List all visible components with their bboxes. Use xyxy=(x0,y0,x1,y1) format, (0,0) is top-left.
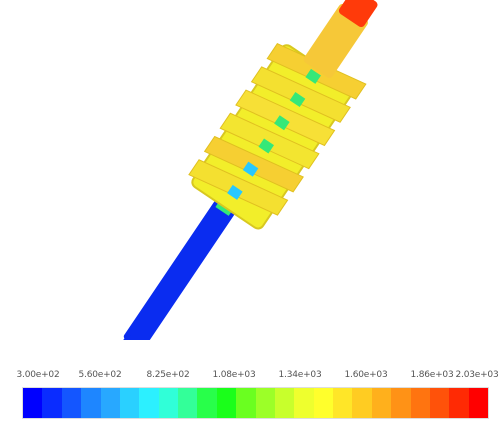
legend-tick-labels: 3.00e+02 5.60e+02 8.25e+02 1.08e+03 1.34… xyxy=(0,370,500,384)
colorbar-cell xyxy=(139,388,159,418)
flight-window xyxy=(242,161,259,177)
colorbar-cell xyxy=(158,388,178,418)
legend-tick-label: 2.03e+03 xyxy=(455,370,499,380)
temperature-contour-model xyxy=(120,0,378,340)
colorbar-cell xyxy=(61,388,82,418)
flight-window xyxy=(227,184,243,200)
shaft-end-cap xyxy=(120,334,144,340)
colorbar-cell xyxy=(119,388,140,418)
flight-window xyxy=(258,138,274,154)
upper-spindle xyxy=(303,3,368,78)
legend-tick-label: 3.00e+02 xyxy=(16,370,60,380)
colorbar-cell xyxy=(274,388,295,418)
colorbar-cell xyxy=(197,388,217,418)
colorbar-cell xyxy=(371,388,392,418)
screw-flight xyxy=(203,135,304,193)
colorbar-cell xyxy=(216,388,237,418)
auger-assembly xyxy=(120,0,378,340)
color-legend: 3.00e+02 5.60e+02 8.25e+02 1.08e+03 1.34… xyxy=(0,360,500,425)
colorbar-cell xyxy=(391,388,411,418)
shaft xyxy=(123,197,237,340)
colorbar-cell xyxy=(313,388,333,418)
legend-tick-label: 1.86e+03 xyxy=(410,370,454,380)
colorbar-cell xyxy=(178,388,198,418)
flight-window xyxy=(289,92,306,108)
screw-flight xyxy=(235,89,336,147)
colorbar-cell xyxy=(23,388,43,418)
legend-tick-label: 8.25e+02 xyxy=(146,370,190,380)
colorbar-cell xyxy=(294,388,314,418)
legend-tick-label: 1.60e+03 xyxy=(344,370,388,380)
colorbar xyxy=(22,387,489,419)
screw-flight xyxy=(188,159,289,216)
flight-window xyxy=(274,115,290,131)
colorbar-cell xyxy=(100,388,120,418)
legend-tick-label: 1.08e+03 xyxy=(212,370,256,380)
screw-flight xyxy=(266,43,367,100)
colorbar-cell xyxy=(352,388,372,418)
colorbar-cell xyxy=(81,388,101,418)
screw-flight xyxy=(219,112,320,170)
colorbar-cell xyxy=(449,388,469,418)
legend-tick-label: 5.60e+02 xyxy=(78,370,122,380)
colorbar-cell xyxy=(468,388,488,418)
screw-flight xyxy=(250,66,351,123)
legend-tick-label: 1.34e+03 xyxy=(278,370,322,380)
colorbar-cell xyxy=(42,388,62,418)
colorbar-cell xyxy=(429,388,450,418)
colorbar-cell xyxy=(333,388,353,418)
colorbar-cell xyxy=(236,388,256,418)
colorbar-cell xyxy=(255,388,275,418)
colorbar-cell xyxy=(410,388,430,418)
hot-tip xyxy=(338,0,378,28)
flight-window xyxy=(305,68,321,84)
screw-flights xyxy=(188,43,367,216)
